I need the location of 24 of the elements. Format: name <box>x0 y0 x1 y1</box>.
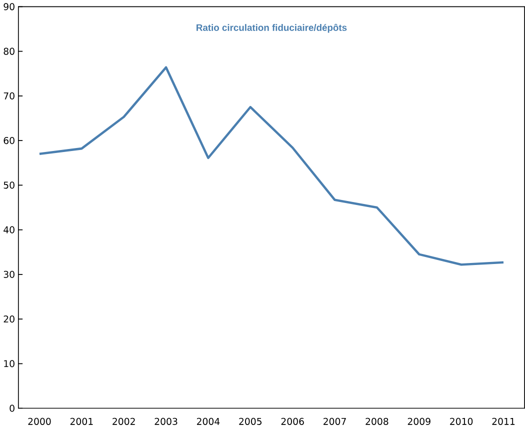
y-tick-label: 50 <box>4 182 14 189</box>
y-tick-label: 20 <box>4 315 14 323</box>
x-tick-label: 2002 <box>112 418 135 425</box>
x-tick-label: 2010 <box>450 418 473 425</box>
x-tick-label: 2005 <box>239 418 262 425</box>
y-tick-label: 80 <box>4 48 14 55</box>
y-tick-label: 60 <box>4 136 14 144</box>
x-tick-label: 2008 <box>366 418 388 425</box>
x-tick-label: 2007 <box>324 418 346 425</box>
x-tick-label: 2000 <box>28 418 51 425</box>
x-tick-label: 2003 <box>154 418 178 425</box>
y-tick-label: 90 <box>4 3 14 10</box>
y-tick-label: 10 <box>4 360 14 368</box>
x-tick-label: 2009 <box>408 418 430 425</box>
y-tick-label: 70 <box>4 92 14 100</box>
x-tick-label: 2006 <box>281 418 304 425</box>
x-tick-label: 2001 <box>70 418 93 425</box>
line-series <box>38 66 505 266</box>
y-tick-label: 0 <box>10 404 14 412</box>
y-tick-label: 30 <box>4 270 14 278</box>
text: Ratio circulation fiduciaire/dépôts <box>196 24 347 33</box>
x-tick-label: 2011 <box>492 418 515 425</box>
y-tick-label: 40 <box>4 226 14 234</box>
x-tick-label: 2004 <box>196 418 220 425</box>
